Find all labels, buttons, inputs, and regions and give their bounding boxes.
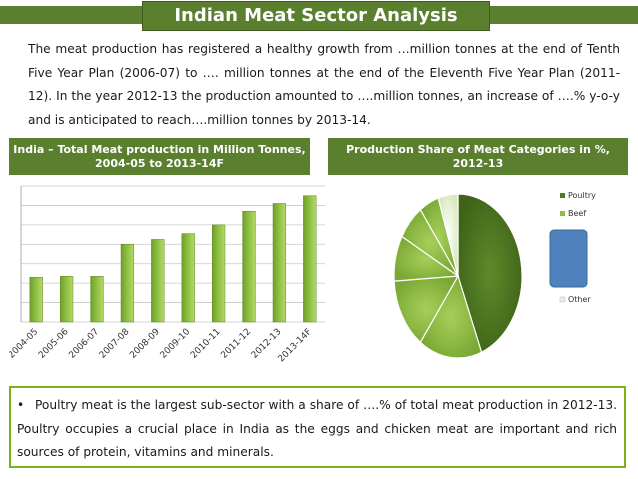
x-tick-label: 2006-07 xyxy=(67,327,101,361)
bar-2004-05 xyxy=(29,277,43,323)
x-tick-label: 2005-06 xyxy=(37,327,71,361)
bar-2009-10 xyxy=(181,233,195,323)
bullet-icon: • xyxy=(17,398,25,412)
legend-overlay-box xyxy=(549,229,588,288)
legend-swatch xyxy=(560,193,565,198)
pie-slice-other xyxy=(437,193,459,277)
pie-slice-category-3 xyxy=(393,275,460,344)
x-tick-label: 2009-10 xyxy=(159,327,193,361)
x-tick-label: 2011-12 xyxy=(219,327,253,361)
bar-chart-title-text: India – Total Meat production in Million… xyxy=(13,142,306,170)
pie-slice-poultry xyxy=(457,193,523,354)
bar-chart-title: India – Total Meat production in Million… xyxy=(9,138,310,175)
x-tick-label: 2004-05 xyxy=(9,327,40,361)
bar-2011-12 xyxy=(242,211,256,323)
summary-box: • Poultry meat is the largest sub-sector … xyxy=(9,386,626,468)
title-bar: Indian Meat Sector Analysis xyxy=(0,0,638,31)
bar-2007-08 xyxy=(120,244,135,323)
x-tick-label: 2010-11 xyxy=(189,327,223,361)
bar-2012-13 xyxy=(272,203,287,323)
bar-2005-06 xyxy=(59,276,74,323)
bar-chart-svg: 2004-052005-062006-072007-082008-092009-… xyxy=(7,185,325,364)
bar-2008-09 xyxy=(151,239,165,323)
summary-text: Poultry meat is the largest sub-sector w… xyxy=(17,398,617,459)
pie-chart-svg: Poultry Beef Other xyxy=(393,191,596,359)
bar-2010-11 xyxy=(211,224,226,323)
x-tick-label: 2007-08 xyxy=(98,327,132,361)
x-tick-label: 2013-14F xyxy=(277,327,314,364)
bar-2006-07 xyxy=(90,276,104,323)
pie-chart-title-text: Production Share of Meat Categories in %… xyxy=(346,142,610,170)
legend-label: Poultry xyxy=(568,191,596,200)
legend-swatch xyxy=(560,211,565,216)
intro-paragraph: The meat production has registered a hea… xyxy=(28,42,620,127)
pie-chart: Poultry Beef Other xyxy=(328,178,628,378)
legend-swatch xyxy=(559,296,566,303)
summary-text-block: • Poultry meat is the largest sub-sector … xyxy=(17,394,617,465)
bar-chart: 2004-05 2005-06 2006-07 2007-08 2008-09 2009-… xyxy=(7,180,329,370)
page-title: Indian Meat Sector Analysis xyxy=(142,1,490,31)
pie-chart-title: Production Share of Meat Categories in %… xyxy=(328,138,628,175)
legend-label: Beef xyxy=(568,209,586,218)
x-tick-label: 2008-09 xyxy=(128,327,162,361)
pie-slice-beef xyxy=(419,274,483,359)
legend-label: Other xyxy=(568,295,591,304)
bar-2013-14F xyxy=(303,195,317,323)
